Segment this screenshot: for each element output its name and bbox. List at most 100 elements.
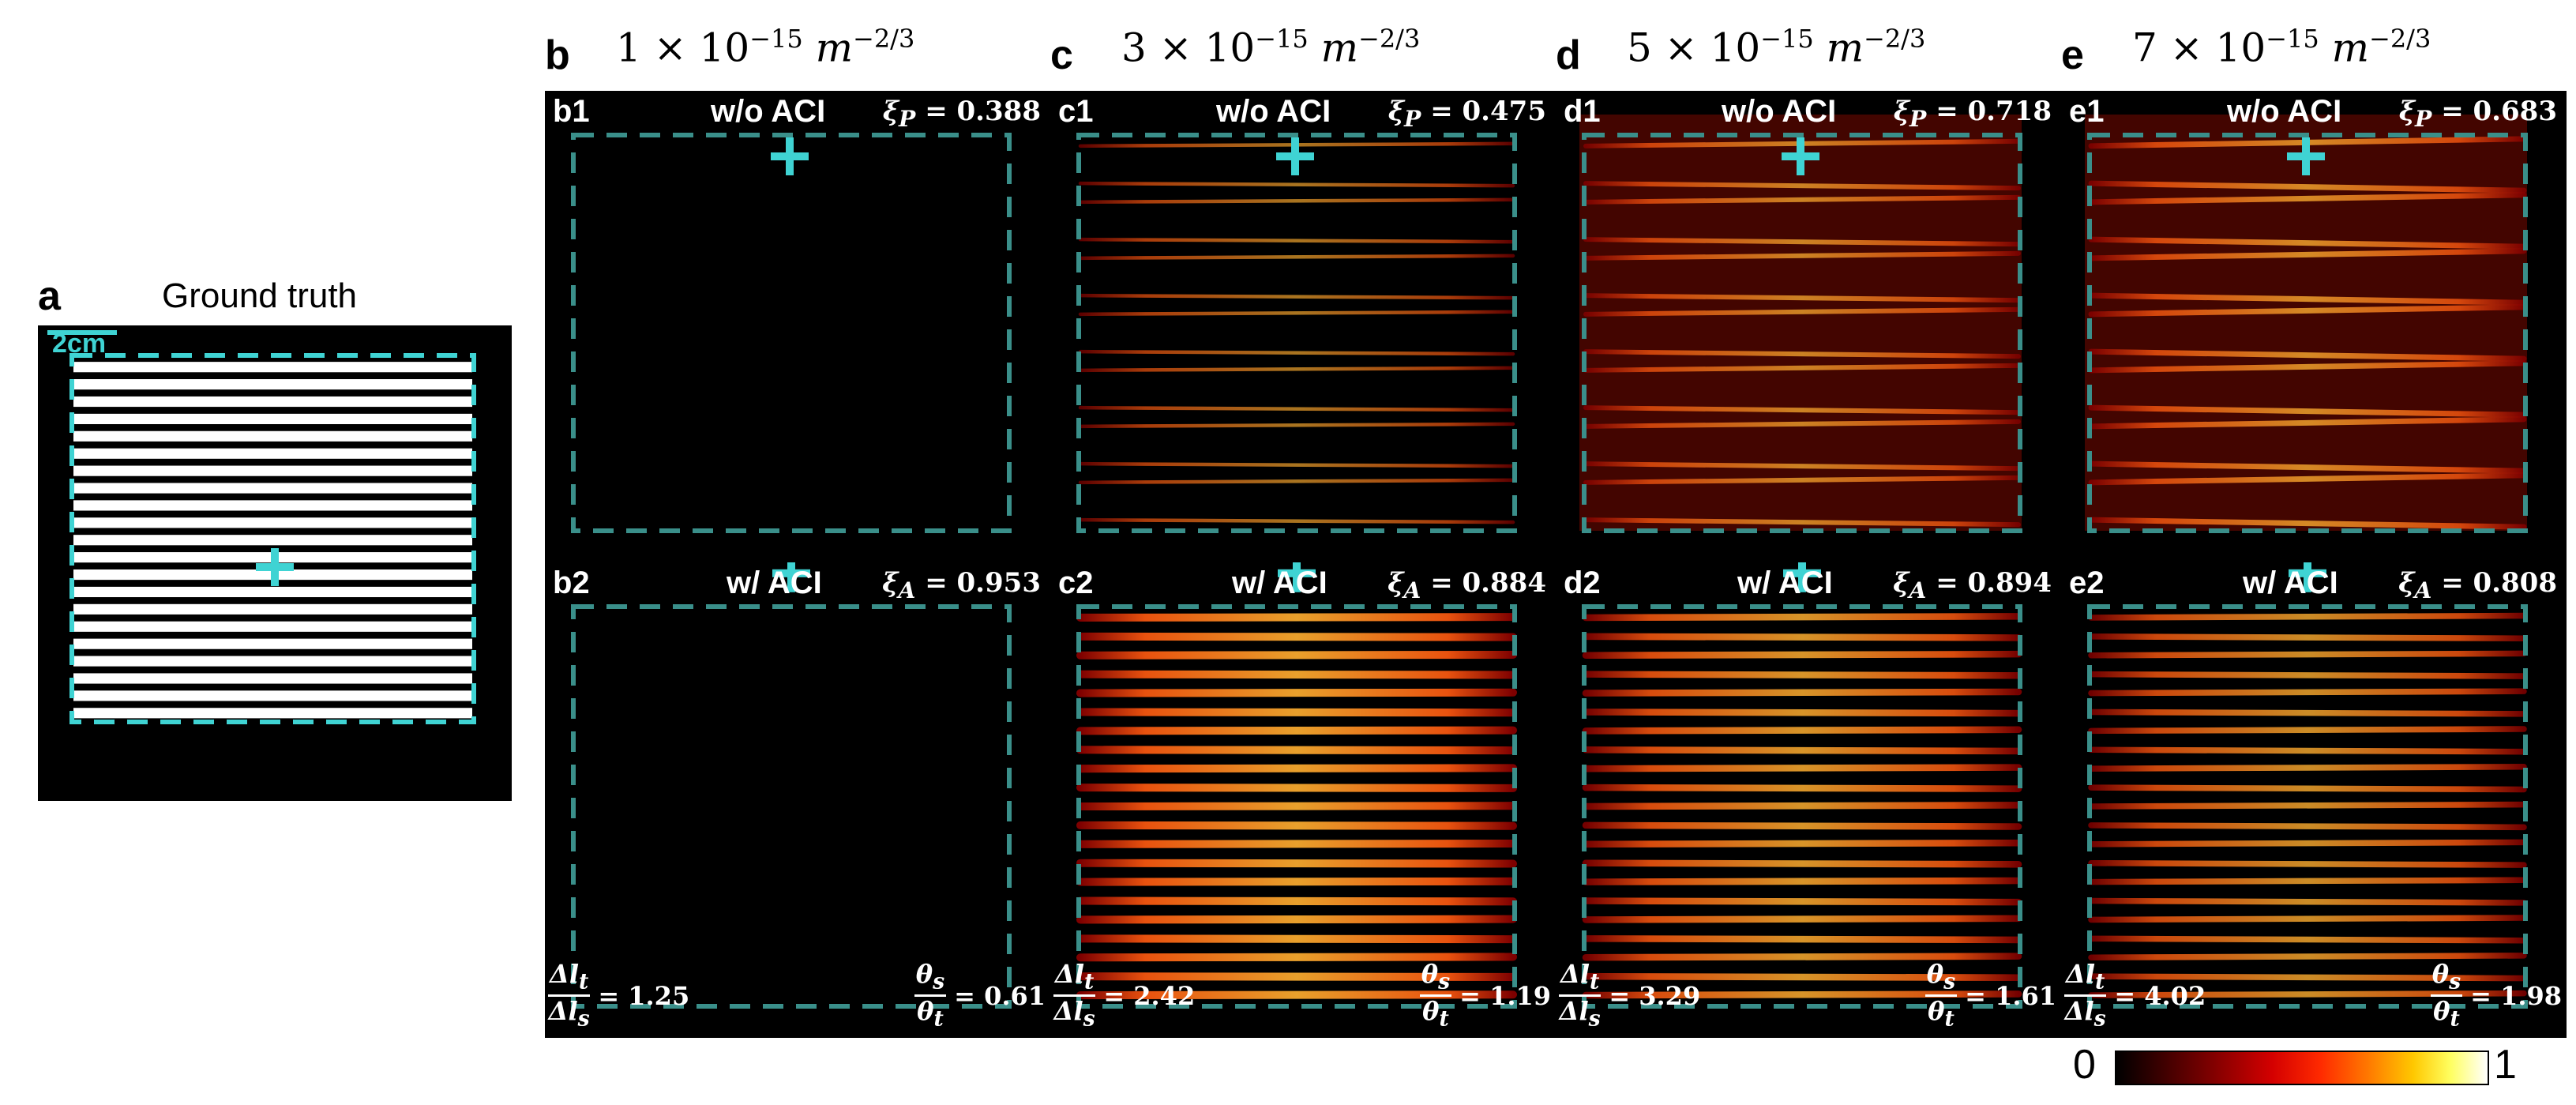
length-ratio: Δlt Δls = 1.25 bbox=[548, 959, 690, 1032]
fringe-line bbox=[1582, 764, 2022, 772]
angle-ratio: θs θt = 0.61 bbox=[914, 959, 1046, 1032]
fringe-line bbox=[1583, 181, 2021, 191]
fringe-line bbox=[2088, 746, 2527, 755]
stripe bbox=[73, 413, 472, 424]
cn2-unit-exp: −2/3 bbox=[853, 24, 915, 54]
stripe bbox=[73, 517, 472, 528]
roi-dashed-box bbox=[571, 604, 1012, 1009]
fringe-line bbox=[1583, 293, 2021, 303]
fringe-image-d2 bbox=[1582, 562, 2022, 1009]
fringe-line bbox=[1583, 250, 2021, 261]
fringe-line bbox=[2088, 180, 2527, 194]
angle-ratio: θs θt = 1.19 bbox=[1419, 959, 1551, 1032]
fringe-line bbox=[2088, 292, 2527, 306]
angle-ratio: θs θt = 1.98 bbox=[2430, 959, 2562, 1032]
roi-dashed-box bbox=[1076, 604, 1517, 1009]
xi-value: ξA = 0.884 bbox=[1388, 567, 1546, 603]
fringe-image-d1 bbox=[1579, 115, 2022, 533]
xi-value: ξP = 0.388 bbox=[882, 96, 1041, 132]
fringe-line bbox=[1076, 613, 1518, 622]
fringe-line bbox=[2088, 688, 2527, 697]
fringe-line bbox=[1582, 953, 2022, 961]
fringe-line bbox=[1076, 934, 1518, 944]
method-tag: w/ ACI bbox=[1232, 566, 1327, 600]
fringe-line bbox=[2088, 801, 2527, 810]
cn2-exp: −15 bbox=[2266, 24, 2319, 54]
stripe bbox=[73, 465, 472, 476]
fringe-line bbox=[1078, 254, 1515, 261]
method-tag: w/o ACI bbox=[1722, 94, 1837, 129]
method-tag: w/ ACI bbox=[727, 566, 822, 600]
angle-ratio: θs θt = 1.61 bbox=[1924, 959, 2056, 1032]
panel-c1: c1 w/o ACI ξP = 0.475 bbox=[1050, 91, 1556, 562]
panel-b2: b2 w/ ACI ξA = 0.953 Δlt Δls = 1.25 θs θt … bbox=[545, 562, 1050, 1038]
method-tag: w/o ACI bbox=[2227, 94, 2342, 129]
fringe-line bbox=[2088, 708, 2527, 717]
panel-d2: d2 w/ ACI ξA = 0.894 Δlt Δls = 3.29 θs θt … bbox=[1556, 562, 2061, 1038]
ground-truth-panel: 2cm bbox=[38, 325, 512, 801]
fringe-line bbox=[1582, 935, 2022, 944]
panel-label: d2 bbox=[1564, 566, 1601, 600]
fringe-line bbox=[2088, 404, 2527, 418]
panel-d1: d1 w/o ACI ξP = 0.718 bbox=[1556, 91, 2061, 562]
fringe-line bbox=[1582, 784, 2022, 792]
fringe-line bbox=[2088, 472, 2527, 486]
turbulence-strength-b: 1 × 10−15 m−2/3 bbox=[616, 24, 914, 71]
fringe-line bbox=[2088, 859, 2527, 868]
stripe bbox=[73, 690, 472, 701]
panel-letter-a: a bbox=[38, 273, 61, 319]
roi-dashed-box bbox=[69, 353, 476, 724]
fringe-line bbox=[1582, 821, 2022, 830]
stripe bbox=[73, 483, 472, 494]
stripe bbox=[73, 535, 472, 546]
fringe-line bbox=[1582, 839, 2022, 848]
xi-value: ξA = 0.953 bbox=[882, 567, 1041, 603]
xi-value: ξA = 0.808 bbox=[2398, 567, 2557, 603]
cn2-unit: m bbox=[1320, 24, 1358, 71]
fringe-image-b1 bbox=[571, 133, 1012, 533]
fringe-line bbox=[1078, 197, 1515, 205]
center-cross-v bbox=[1798, 562, 1806, 592]
stripe bbox=[73, 708, 472, 719]
stripe bbox=[73, 430, 472, 442]
fringe-line bbox=[2088, 460, 2527, 474]
stripe bbox=[73, 448, 472, 459]
fringe-line bbox=[2088, 953, 2527, 960]
xi-value: ξP = 0.718 bbox=[1893, 96, 2052, 132]
cn2-unit: m bbox=[2331, 24, 2369, 71]
fringe-line bbox=[1582, 877, 2022, 885]
turbulence-strength-c: 3 × 10−15 m−2/3 bbox=[1121, 24, 1420, 71]
scale-bar bbox=[47, 330, 117, 335]
cn2-unit-exp: −2/3 bbox=[2369, 24, 2431, 54]
panel-label: c2 bbox=[1058, 566, 1094, 600]
center-cross-v bbox=[1293, 562, 1301, 592]
fringe-line bbox=[2088, 915, 2527, 923]
stripe bbox=[73, 656, 472, 667]
scale-bar-label: 2cm bbox=[52, 329, 107, 359]
fringe-line bbox=[2088, 877, 2527, 885]
fringe-line bbox=[1078, 293, 1515, 300]
xi-value: ξP = 0.683 bbox=[2398, 96, 2557, 132]
panel-label: d1 bbox=[1564, 94, 1601, 129]
stripe bbox=[73, 673, 472, 684]
center-cross-v bbox=[2304, 562, 2311, 592]
fringe-line bbox=[2088, 897, 2527, 906]
fringe-line bbox=[2088, 822, 2527, 831]
times-ten: × 10 bbox=[1158, 24, 1256, 71]
fringe-line bbox=[1076, 650, 1518, 660]
fringe-line bbox=[2088, 612, 2527, 621]
cn2-coef: 7 bbox=[2132, 24, 2157, 71]
fringe-line bbox=[2088, 650, 2527, 659]
length-ratio: Δlt Δls = 2.42 bbox=[1053, 959, 1196, 1032]
fringe-line bbox=[2088, 973, 2527, 982]
fringe-line bbox=[2088, 192, 2527, 205]
fringe-line bbox=[2088, 348, 2527, 362]
cn2-coef: 1 bbox=[616, 24, 641, 71]
fringe-line bbox=[1582, 633, 2022, 641]
fringe-line bbox=[1583, 475, 2021, 485]
stripe bbox=[73, 621, 472, 632]
cn2-exp: −15 bbox=[1255, 24, 1309, 54]
fringe-line bbox=[1582, 671, 2022, 679]
method-tag: w/o ACI bbox=[711, 94, 826, 129]
colorbar-max-label: 1 bbox=[2494, 1042, 2517, 1088]
